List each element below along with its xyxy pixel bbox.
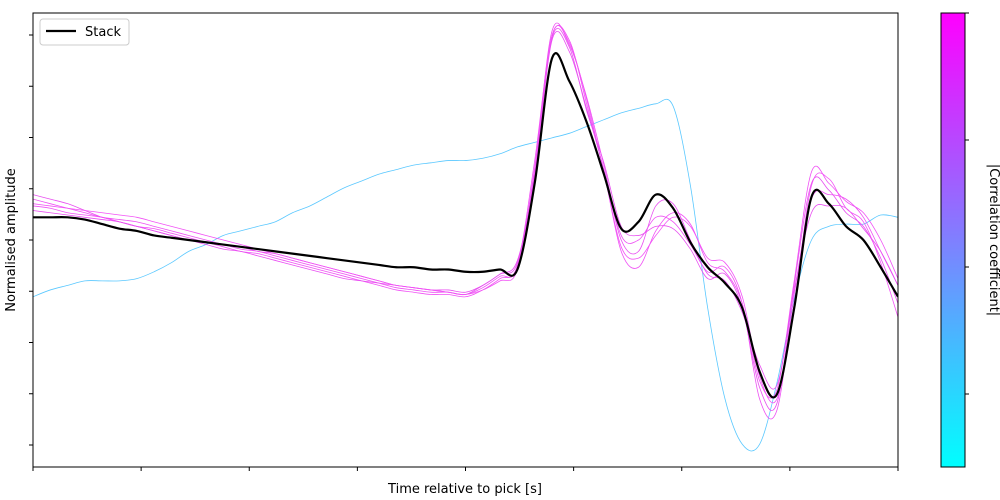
series-line-trace-5 — [33, 31, 898, 390]
series-line-trace-3 — [33, 22, 898, 420]
y-axis-label: Normalised amplitude — [4, 168, 19, 312]
legend-box — [39, 18, 130, 46]
colorbar-label: |Correlation coefficient| — [986, 164, 1000, 316]
x-axis-label: Time relative to pick [s] — [387, 482, 542, 497]
series-line-trace-2 — [33, 28, 898, 411]
series-line-stack — [33, 52, 898, 399]
series-layer — [33, 22, 898, 452]
legend: Stack — [39, 18, 130, 46]
series-line-trace-6 — [33, 25, 898, 404]
y-axis-ticks — [29, 34, 33, 446]
colorbar: |Correlation coefficient| — [940, 12, 1000, 468]
series-line-trace-4 — [33, 24, 898, 399]
colorbar-gradient — [940, 12, 966, 468]
series-line-trace-1 — [33, 98, 898, 452]
colorbar-ticks — [965, 12, 969, 395]
legend-label-stack: Stack — [85, 25, 121, 40]
x-axis-ticks — [32, 467, 899, 471]
